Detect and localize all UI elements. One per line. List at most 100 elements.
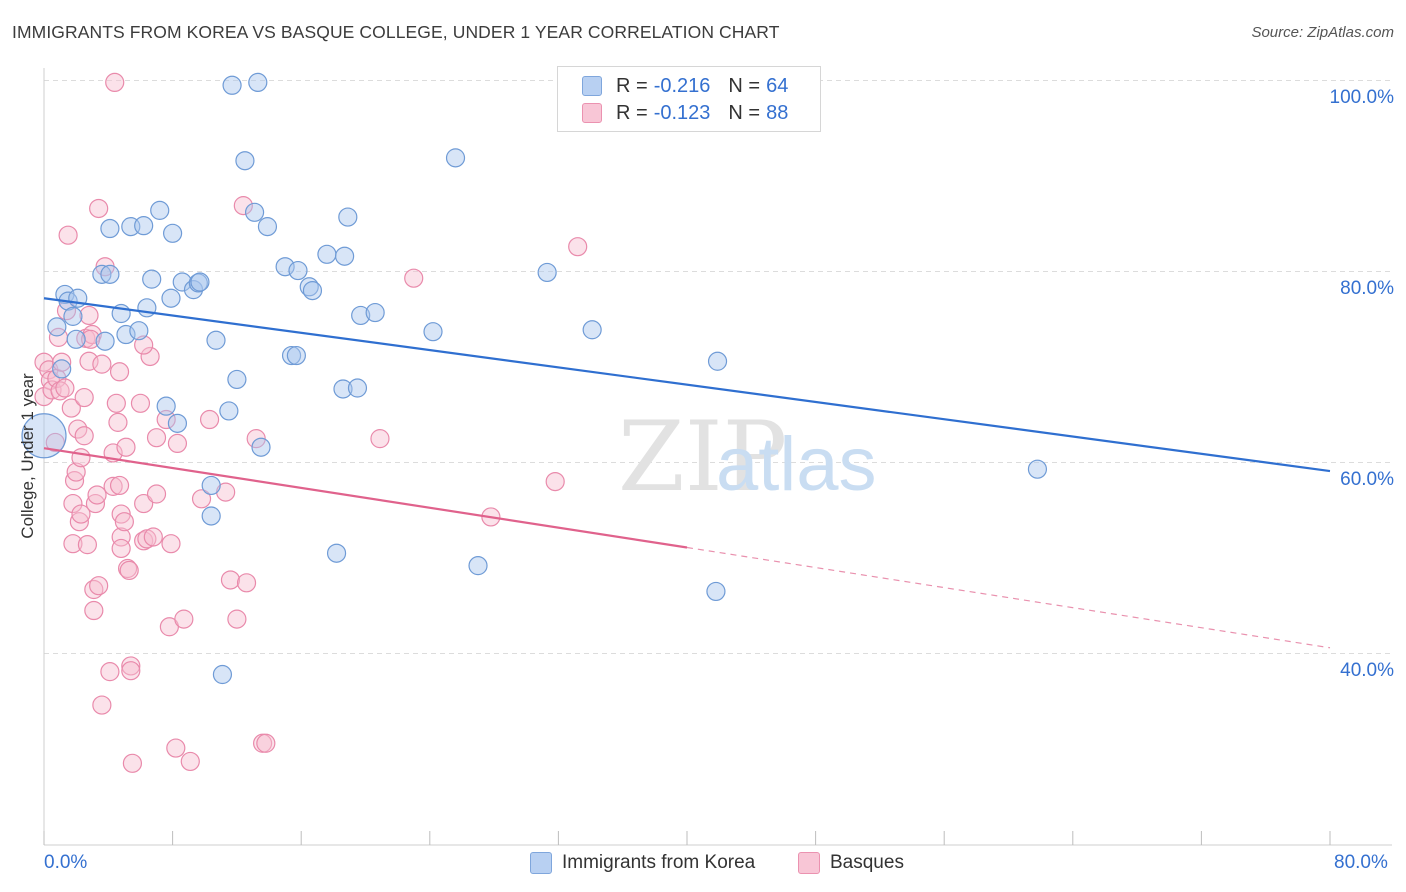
basque-point	[106, 393, 126, 413]
basque-point	[63, 493, 83, 514]
korea-point	[66, 329, 86, 349]
basque-point	[146, 484, 167, 504]
basque-point	[100, 662, 120, 682]
legend-n-value: 64	[766, 74, 789, 97]
korea-point	[423, 322, 443, 342]
basque-point	[89, 576, 109, 596]
korea-point	[21, 413, 67, 459]
watermark-zip: ZIP	[618, 401, 787, 513]
korea-point	[188, 273, 208, 293]
basque-point	[146, 428, 167, 448]
basque-point	[63, 534, 83, 554]
basque-point	[74, 387, 94, 408]
basque-point	[545, 472, 565, 492]
korea-point	[251, 437, 271, 457]
korea-point	[302, 281, 323, 301]
basque-point	[121, 661, 141, 681]
basque-point	[134, 335, 154, 355]
korea-point	[468, 556, 488, 576]
korea-point	[161, 288, 181, 308]
bottom-swatch-basque	[798, 852, 820, 874]
korea-point	[201, 506, 221, 526]
korea-point	[222, 75, 242, 95]
korea-point	[206, 330, 226, 350]
korea-point	[445, 148, 466, 168]
korea-point	[150, 200, 170, 220]
korea-point	[142, 269, 162, 289]
legend-n-value: 88	[766, 101, 789, 124]
korea-point	[95, 331, 115, 351]
basque-point	[87, 485, 107, 505]
korea-point	[338, 207, 358, 227]
korea-point	[47, 317, 67, 337]
legend-n-label: N =	[728, 74, 761, 97]
korea-point	[351, 305, 371, 326]
korea-point	[201, 475, 221, 496]
basque-point	[116, 437, 136, 457]
basque-point	[79, 305, 99, 326]
trend-line-basque	[43, 447, 688, 549]
trend-line-basque-extension	[686, 546, 1331, 649]
basque-point	[84, 600, 104, 621]
legend-swatch-korea	[582, 76, 602, 96]
korea-point	[129, 321, 149, 341]
basque-point	[166, 738, 186, 758]
korea-point	[248, 72, 268, 93]
basque-point	[143, 527, 163, 547]
basque-point	[109, 362, 130, 382]
korea-point	[706, 581, 726, 602]
bottom-swatch-korea	[530, 852, 552, 874]
basque-point	[69, 512, 89, 532]
axes	[43, 68, 1392, 846]
bottom-legend-korea-label: Immigrants from Korea	[562, 852, 756, 873]
korea-point	[212, 664, 233, 685]
korea-point	[281, 345, 302, 366]
basque-point	[111, 527, 131, 547]
basque-point	[66, 462, 86, 482]
y-tick-label-80: 80.0%	[1340, 278, 1394, 299]
korea-point	[116, 324, 136, 345]
basque-point	[105, 72, 125, 93]
basque-point	[92, 695, 112, 715]
basque-point	[134, 531, 154, 551]
basque-point	[233, 196, 253, 216]
basque-point	[55, 378, 75, 398]
basque-point	[404, 268, 424, 288]
basque-point	[161, 534, 181, 554]
legend-n-label: N =	[728, 101, 761, 124]
basque-point	[220, 570, 241, 590]
korea-point	[333, 379, 353, 399]
korea-point	[63, 306, 83, 326]
korea-point	[244, 202, 265, 222]
legend-r-label: R =	[616, 101, 648, 124]
basque-point	[74, 426, 94, 446]
legend-row-korea: R = -0.216 N = 64	[582, 73, 788, 99]
basque-point	[236, 573, 257, 593]
korea-point	[227, 369, 247, 390]
basque-point	[71, 504, 91, 524]
korea-point	[100, 218, 120, 239]
korea-point	[288, 260, 308, 281]
basque-point	[108, 412, 128, 432]
trend-lines	[43, 297, 1331, 649]
korea-point	[167, 413, 188, 433]
korea-point	[537, 262, 557, 283]
basque-point	[121, 656, 141, 676]
basque-point	[119, 560, 139, 581]
basque-point	[71, 448, 91, 468]
trend-line-korea	[43, 297, 1331, 473]
basque-point	[122, 753, 143, 773]
y-axis-label: College, Under 1 year	[18, 373, 37, 539]
korea-point	[134, 216, 154, 236]
legend-r-value: -0.216	[653, 74, 711, 97]
y-tick-label-100: 100.0%	[1329, 87, 1394, 108]
legend-r-label: R =	[616, 74, 648, 97]
basque-point	[45, 432, 65, 453]
y-tick-label-60: 60.0%	[1340, 469, 1394, 490]
korea-points	[21, 72, 1048, 685]
chart-title: IMMIGRANTS FROM KOREA VS BASQUE COLLEGE,…	[12, 22, 780, 42]
basque-point	[103, 476, 123, 496]
basque-point	[174, 609, 194, 629]
x-tick-label-max: 80.0%	[1334, 852, 1388, 873]
